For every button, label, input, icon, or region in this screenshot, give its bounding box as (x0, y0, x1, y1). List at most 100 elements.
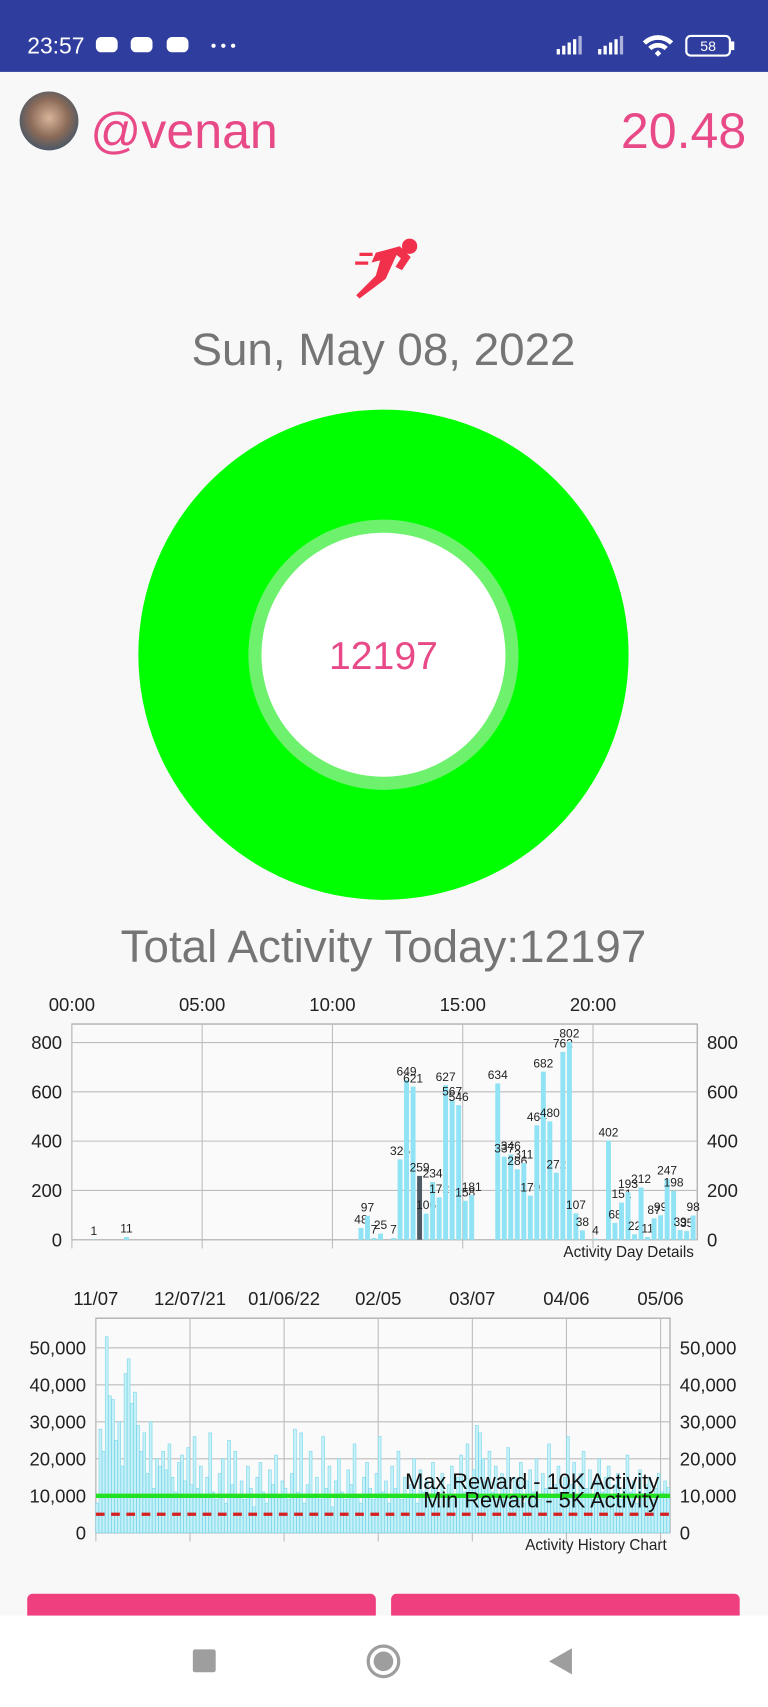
bar (148, 1421, 153, 1534)
nav-home[interactable] (366, 1644, 401, 1679)
bar (327, 1465, 332, 1534)
bar (199, 1465, 203, 1534)
y2-tick-label: 0 (680, 1522, 690, 1543)
bar-label: 311 (514, 1148, 533, 1162)
bar (449, 1099, 455, 1240)
bar (359, 1502, 363, 1534)
bar (161, 1451, 165, 1534)
bar (164, 1469, 169, 1534)
bar-label: 234 (423, 1167, 443, 1181)
bar (415, 1502, 420, 1534)
y2-tick-label: 40,000 (680, 1374, 737, 1395)
bar-label: 337 (494, 1141, 514, 1155)
bar (397, 1159, 403, 1240)
bar (573, 1213, 579, 1240)
bar (136, 1425, 140, 1534)
bar (158, 1465, 162, 1534)
avatar[interactable] (19, 91, 79, 151)
bar (208, 1432, 212, 1534)
bar (255, 1476, 260, 1534)
bar-label: 627 (436, 1070, 456, 1084)
nav-back[interactable] (549, 1648, 572, 1675)
bar (566, 1042, 572, 1240)
bar-label: 25 (374, 1218, 388, 1232)
y2-tick-label: 0 (707, 1229, 717, 1250)
bar (547, 1121, 553, 1240)
bar (145, 1473, 150, 1534)
bar-label: 35 (680, 1216, 694, 1230)
bar-label: 346 (501, 1139, 521, 1153)
bar (423, 1213, 429, 1240)
bar (343, 1499, 347, 1534)
x-tick-label: 03/07 (449, 1288, 495, 1309)
nav-recents[interactable] (192, 1649, 216, 1673)
bar (233, 1451, 238, 1534)
bar (101, 1451, 106, 1534)
bar (362, 1476, 366, 1534)
y-tick-label: 600 (31, 1081, 62, 1102)
battery-tip (730, 41, 735, 51)
bar (671, 1190, 677, 1240)
bar (290, 1473, 294, 1534)
bar-label: 48 (354, 1213, 368, 1227)
bar (142, 1432, 147, 1534)
x-tick-label: 05:00 (179, 994, 225, 1015)
bar (318, 1499, 322, 1534)
bar (396, 1451, 401, 1534)
bar-label: 7 (371, 1223, 378, 1237)
bar (592, 1238, 598, 1240)
bar (666, 1487, 671, 1534)
y2-tick-label: 200 (707, 1180, 738, 1201)
bar (547, 1443, 551, 1534)
bar (302, 1502, 307, 1534)
bar (469, 1195, 475, 1240)
date: Sun, May 08, 2022 (191, 324, 575, 375)
bar (527, 1195, 533, 1240)
bar (211, 1491, 216, 1534)
bar (170, 1476, 175, 1534)
bar (677, 1230, 683, 1240)
y-tick-label: 20,000 (29, 1448, 86, 1469)
y2-tick-label: 50,000 (680, 1337, 737, 1358)
bar (192, 1436, 197, 1534)
bar-label: 99 (654, 1200, 668, 1214)
bar-label: 802 (559, 1027, 579, 1041)
bar (521, 1163, 527, 1240)
bar (430, 1182, 436, 1240)
runner-icon (355, 238, 418, 299)
battery (685, 34, 731, 57)
y-tick-label: 0 (76, 1522, 86, 1543)
limit-label: Max Reward - 10K Activity (405, 1469, 659, 1494)
bar (443, 1085, 449, 1240)
bar (114, 1439, 118, 1534)
bar (95, 1502, 100, 1534)
bar (514, 1169, 520, 1240)
bar-label: 259 (410, 1161, 430, 1175)
bar (246, 1465, 250, 1534)
bar-label: 7 (390, 1223, 397, 1237)
bar (632, 1234, 637, 1240)
bar-label: 181 (462, 1180, 482, 1194)
bar-label: 4 (592, 1223, 599, 1237)
bar (560, 1051, 566, 1240)
chart-caption: Activity Day Details (563, 1244, 694, 1261)
bar-label: 11 (120, 1222, 133, 1236)
bar (390, 1465, 394, 1534)
bar (333, 1480, 338, 1534)
battery-level: 58 (700, 39, 716, 55)
bar (205, 1476, 209, 1534)
bar (553, 1172, 559, 1240)
bar (186, 1447, 191, 1534)
bar (293, 1428, 297, 1534)
bar-label: 107 (566, 1198, 586, 1212)
bar-label: 198 (664, 1176, 684, 1190)
bar (371, 1499, 376, 1534)
y-tick-label: 0 (52, 1229, 62, 1250)
bar (690, 1215, 696, 1240)
y-tick-label: 800 (31, 1032, 62, 1053)
status-bar (0, 0, 768, 72)
x-tick-label: 02/05 (355, 1288, 401, 1309)
bar (638, 1187, 644, 1240)
